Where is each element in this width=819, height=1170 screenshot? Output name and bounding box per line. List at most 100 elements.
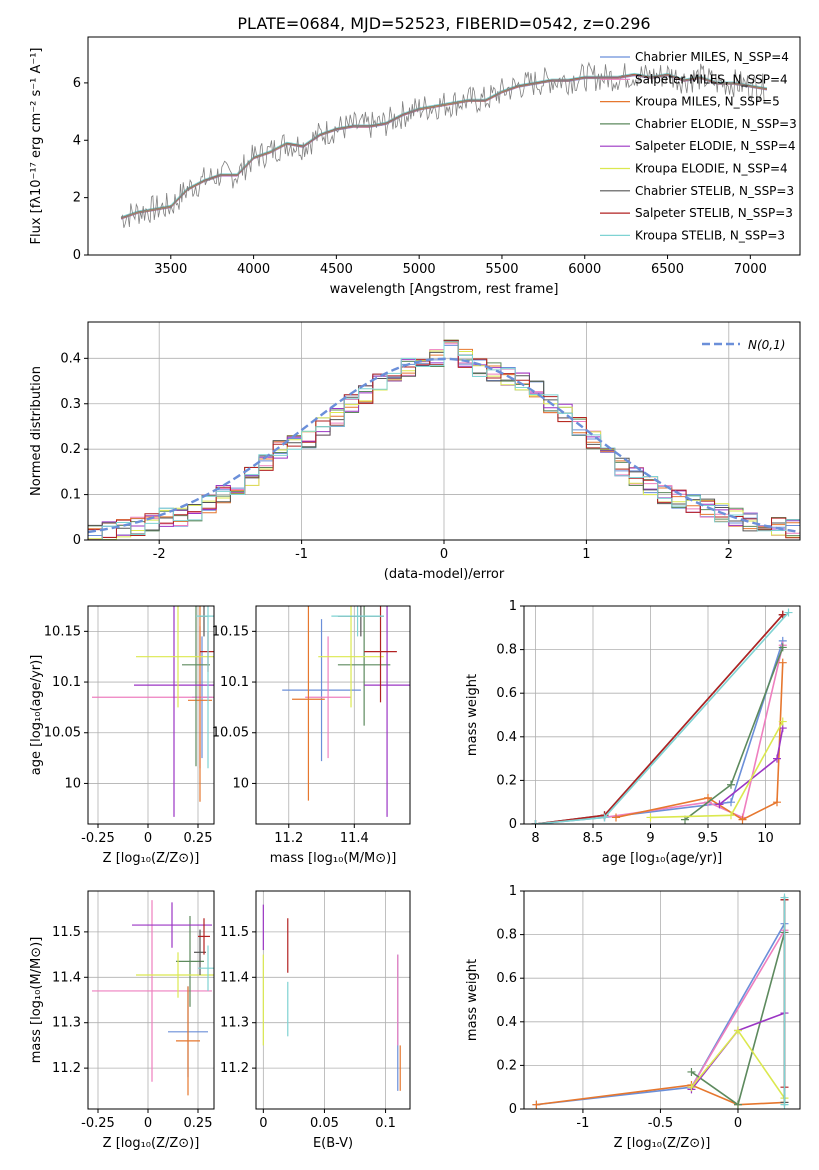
- weight-line: [535, 614, 784, 824]
- legend-label: Chabrier MILES, N_SSP=4: [635, 50, 789, 64]
- chart-mass-vs-EBV: 0 0.05 0.1 11.2 11.3 11.4 11.5 E(B-V): [220, 890, 411, 1151]
- x-tick-label: 0: [144, 831, 152, 846]
- y-tick-label: 2: [73, 191, 81, 206]
- chart-age-vs-Z: -0.25 0 0.25 10 10.05 10.1 10.15 Z [log₁₀(Z/Z⊙)…: [29, 605, 215, 866]
- x-axis-label: Z [log₁₀(Z/Z⊙)]: [103, 1136, 200, 1151]
- y-axis-label: mass weight: [465, 674, 480, 756]
- weight-marker: [773, 754, 781, 763]
- y-tick-label: 6: [73, 76, 81, 91]
- legend-label: Kroupa MILES, N_SSP=5: [635, 95, 780, 109]
- y-tick-label: 11.5: [220, 925, 249, 940]
- chart-title: PLATE=0684, MJD=52523, FIBERID=0542, z=0…: [237, 14, 650, 33]
- legend-label: Chabrier STELIB, N_SSP=3: [635, 184, 794, 198]
- gaussian-curve: [88, 357, 800, 534]
- y-tick-label: 0: [509, 817, 517, 832]
- y-tick-label: 10.1: [52, 675, 81, 690]
- weight-line: [535, 640, 784, 824]
- x-tick-label: 3500: [154, 262, 187, 277]
- weight-marker: [733, 1100, 742, 1109]
- y-tick-label: 0.2: [496, 773, 517, 788]
- y-tick-label: 0.1: [60, 488, 81, 503]
- plot-area: [120, 61, 767, 228]
- plot-area: [88, 339, 800, 540]
- y-tick-label: 10: [64, 776, 81, 791]
- weight-marker: [531, 820, 540, 824]
- chart-residuals: N(0,1) -2 -1 0 1 2 0 0.1 0.2 0.3 0.4 (data-model)/e…: [29, 321, 801, 582]
- x-tick-label: 0: [440, 547, 448, 562]
- weight-marker: [733, 1026, 742, 1035]
- weight-line: [615, 662, 784, 821]
- weight-marker: [778, 658, 787, 667]
- y-tick-label: 10.1: [220, 675, 249, 690]
- y-axis-label: age [log₁₀(age/yr)]: [29, 655, 44, 776]
- plot-area: [531, 608, 793, 824]
- legend-label: Kroupa STELIB, N_SSP=3: [635, 228, 785, 242]
- x-tick-label: -0.25: [81, 831, 115, 846]
- weight-marker: [612, 813, 620, 822]
- x-tick-label: 5500: [485, 262, 518, 277]
- x-tick-label: 4500: [320, 262, 353, 277]
- x-tick-label: 11.2: [274, 831, 303, 846]
- x-tick-label: 2: [725, 547, 733, 562]
- axes-frame: [87, 36, 801, 256]
- axes-frame: [523, 605, 801, 825]
- plot-area: [282, 606, 410, 817]
- weight-marker: [738, 815, 747, 824]
- y-tick-label: 0.4: [496, 1015, 517, 1030]
- x-axis-label: Z [log₁₀(Z/Z⊙)]: [614, 1136, 711, 1151]
- y-tick-label: 0: [509, 1102, 517, 1117]
- axes-frame: [255, 605, 411, 825]
- y-tick-label: 11.5: [52, 925, 81, 940]
- weight-line: [604, 645, 784, 819]
- y-tick-label: 0.4: [496, 730, 517, 745]
- weight-marker: [687, 1083, 696, 1092]
- y-axis-label: Flux [fλ10⁻¹⁷ erg cm⁻² s⁻¹ A⁻¹]: [29, 48, 44, 245]
- legend-label: Kroupa ELODIE, N_SSP=4: [635, 162, 788, 176]
- weight-marker: [727, 798, 735, 807]
- plot-area: [262, 904, 401, 1091]
- x-tick-label: 0.25: [184, 831, 213, 846]
- axes-frame: [255, 890, 411, 1110]
- x-axis-label: mass [log₁₀(M/M⊙)]: [270, 851, 397, 866]
- legend-label: Salpeter ELODIE, N_SSP=4: [635, 139, 796, 153]
- data-spectrum-line: [120, 61, 766, 228]
- x-tick-label: 7000: [734, 262, 767, 277]
- chart-mass-weight-vs-age: 8 8.5 9 9.5 10 0 0.2 0.4 0.6 0.8 1 age [log₁₀(age/y…: [465, 599, 801, 866]
- weight-marker: [773, 798, 781, 807]
- y-tick-label: 11.4: [52, 970, 81, 985]
- x-tick-label: 9.5: [698, 831, 719, 846]
- x-tick-label: -1: [576, 1116, 589, 1131]
- x-tick-label: 0: [734, 1116, 742, 1131]
- y-tick-label: 0.6: [496, 686, 517, 701]
- x-axis-label: age [log₁₀(age/yr)]: [602, 851, 723, 866]
- weight-marker: [778, 610, 787, 619]
- plot-area: [92, 606, 214, 817]
- chart-mass-weight-vs-Z: -1 -0.5 0 0 0.2 0.4 0.6 0.8 1 Z [log₁₀(Z/Z⊙)] mass…: [465, 884, 801, 1151]
- x-tick-label: 0.1: [375, 1116, 396, 1131]
- weight-line: [535, 614, 784, 824]
- weight-marker: [532, 1100, 541, 1109]
- weight-marker: [715, 800, 724, 809]
- chart-age-vs-mass: 11.2 11.4 10 10.05 10.1 10.15 mass [log₁₀(M/M⊙…: [212, 605, 411, 866]
- x-tick-label: -1: [295, 547, 308, 562]
- y-tick-label: 11.4: [220, 970, 249, 985]
- y-tick-label: 0.3: [60, 397, 81, 412]
- x-tick-label: 6000: [568, 262, 601, 277]
- y-tick-label: 1: [509, 884, 517, 899]
- weight-marker: [778, 643, 787, 652]
- legend-label: Salpeter MILES, N_SSP=4: [635, 72, 788, 86]
- axes-frame: [87, 890, 215, 1110]
- y-tick-label: 0.8: [496, 643, 517, 658]
- weight-marker: [780, 1100, 789, 1109]
- x-tick-label: 0: [259, 1116, 267, 1131]
- weight-marker: [600, 813, 609, 822]
- y-axis-label: mass [log₁₀(M/M⊙)]: [29, 937, 44, 1064]
- y-tick-label: 10.05: [44, 726, 81, 741]
- axes-frame: [87, 605, 215, 825]
- weight-marker: [687, 1067, 696, 1076]
- y-tick-label: 11.2: [220, 1061, 249, 1076]
- y-tick-label: 0.6: [496, 971, 517, 986]
- x-tick-label: 4000: [237, 262, 270, 277]
- y-tick-label: 11.3: [220, 1016, 249, 1031]
- weight-marker: [646, 813, 655, 822]
